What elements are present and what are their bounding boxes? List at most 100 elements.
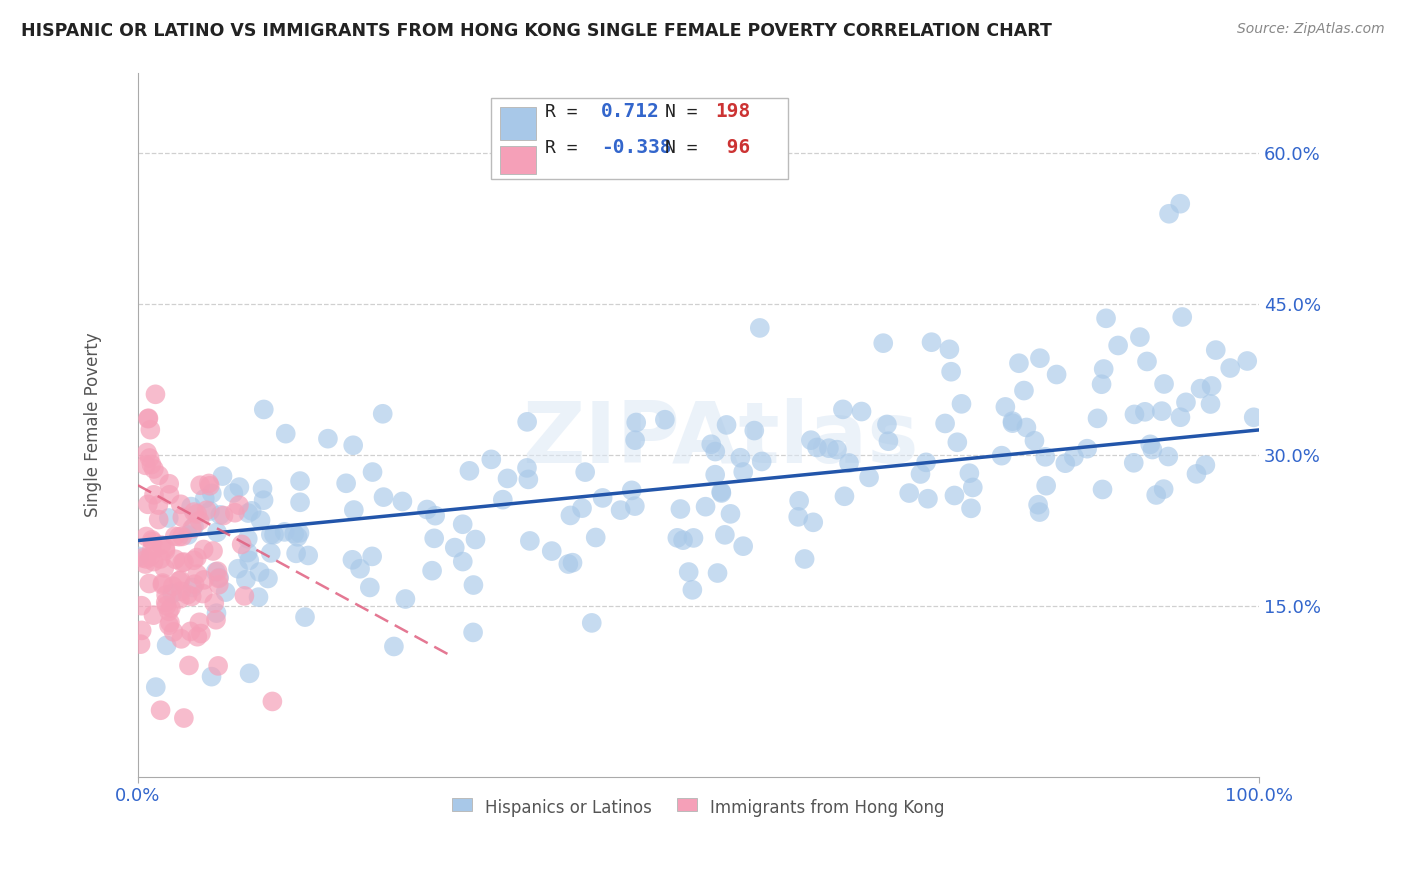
Point: [695, 500, 717, 514]
Point: [420, 564, 443, 578]
Point: [516, 415, 538, 429]
Point: [361, 465, 384, 479]
Point: [877, 434, 900, 449]
Point: [141, 458, 163, 472]
Point: [183, 505, 205, 519]
Point: [139, 423, 162, 437]
Point: [1026, 498, 1049, 512]
Point: [186, 507, 208, 521]
Point: [262, 694, 284, 708]
Point: [910, 467, 932, 481]
Point: [173, 555, 195, 569]
Point: [188, 615, 211, 630]
Point: [134, 557, 156, 571]
Point: [145, 680, 167, 694]
Point: [1144, 488, 1167, 502]
Point: [342, 438, 364, 452]
Point: [143, 488, 166, 502]
Point: [654, 413, 676, 427]
Point: [704, 467, 727, 482]
Point: [285, 546, 308, 560]
Point: [233, 589, 256, 603]
Point: [205, 606, 228, 620]
Point: [793, 552, 815, 566]
Point: [188, 478, 211, 492]
Point: [202, 544, 225, 558]
Point: [714, 528, 737, 542]
Point: [716, 417, 738, 432]
Point: [1168, 196, 1191, 211]
Point: [806, 441, 828, 455]
Point: [208, 571, 231, 585]
Point: [155, 588, 177, 602]
Point: [172, 556, 194, 570]
Point: [170, 584, 193, 599]
Point: [592, 491, 614, 505]
Point: [1008, 356, 1031, 370]
Point: [247, 590, 270, 604]
Point: [666, 531, 689, 545]
FancyBboxPatch shape: [501, 146, 536, 174]
Point: [162, 586, 184, 600]
Point: [838, 456, 860, 470]
Point: [1091, 483, 1114, 497]
Text: ZIPAtlas: ZIPAtlas: [523, 398, 920, 481]
Point: [1153, 376, 1175, 391]
Point: [1035, 478, 1057, 492]
Point: [382, 640, 405, 654]
Point: [1243, 410, 1265, 425]
Point: [585, 531, 607, 545]
Point: [416, 502, 439, 516]
Point: [1170, 410, 1192, 425]
Point: [733, 539, 755, 553]
Point: [787, 493, 810, 508]
Point: [157, 604, 180, 618]
Point: [672, 533, 695, 548]
Point: [938, 343, 960, 357]
Point: [872, 336, 894, 351]
Point: [186, 550, 208, 565]
Point: [571, 501, 593, 516]
Point: [228, 480, 250, 494]
Point: [800, 433, 823, 447]
Point: [163, 529, 186, 543]
Point: [1199, 397, 1222, 411]
Point: [733, 465, 755, 479]
Point: [751, 454, 773, 468]
Point: [1092, 362, 1115, 376]
Point: [239, 666, 262, 681]
Point: [135, 529, 157, 543]
Point: [152, 576, 174, 591]
Point: [359, 581, 381, 595]
Point: [180, 590, 202, 604]
Point: [316, 432, 339, 446]
Point: [167, 574, 190, 588]
Point: [274, 426, 297, 441]
Text: 198: 198: [716, 103, 751, 121]
Point: [1133, 405, 1156, 419]
Point: [205, 613, 228, 627]
Point: [1001, 414, 1024, 428]
Point: [181, 522, 204, 536]
Point: [1001, 416, 1024, 430]
Point: [188, 514, 211, 528]
Point: [148, 468, 170, 483]
Point: [342, 553, 364, 567]
Point: [425, 508, 447, 523]
Point: [204, 565, 226, 579]
Point: [177, 528, 200, 542]
Point: [155, 541, 177, 556]
Point: [155, 595, 177, 609]
Point: [198, 504, 221, 518]
Point: [159, 488, 181, 502]
Point: [150, 577, 173, 591]
Point: [492, 492, 515, 507]
Point: [461, 625, 484, 640]
Point: [157, 476, 180, 491]
Point: [451, 517, 474, 532]
Point: [519, 533, 541, 548]
Point: [669, 502, 692, 516]
Point: [236, 532, 259, 546]
Point: [214, 585, 236, 599]
Point: [131, 599, 153, 613]
